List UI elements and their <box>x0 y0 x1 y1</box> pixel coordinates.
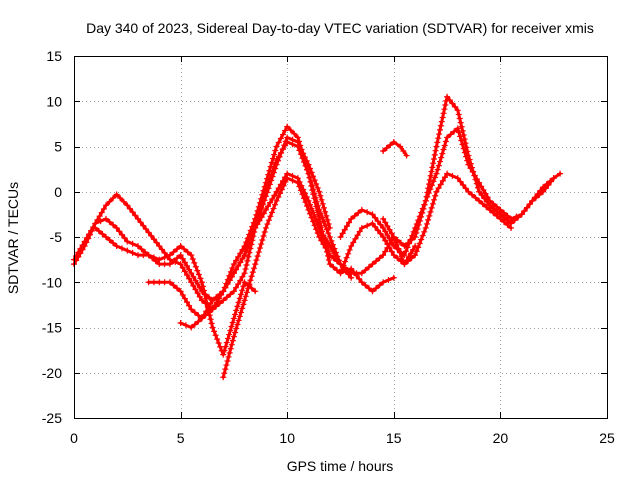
y-tick-label: 0 <box>54 184 62 200</box>
x-tick-label: 20 <box>493 430 509 446</box>
chart-title: Day 340 of 2023, Sidereal Day-to-day VTE… <box>86 20 594 36</box>
series-markers <box>380 138 410 159</box>
series-markers <box>145 170 333 322</box>
series-track-6 <box>220 175 355 381</box>
x-tick-label: 15 <box>386 430 402 446</box>
series-track-11 <box>380 138 410 159</box>
y-tick-label: -15 <box>42 320 62 336</box>
series-line <box>339 126 556 257</box>
series-markers <box>337 265 397 295</box>
series-markers <box>337 125 557 259</box>
y-tick-labels: 15 10 5 0 -5 -10 -15 -20 -25 <box>42 48 62 426</box>
x-tick-label: 5 <box>177 430 185 446</box>
y-tick-label: 5 <box>54 139 62 155</box>
series-markers <box>177 138 419 331</box>
series-markers <box>220 175 355 381</box>
series-track-8 <box>337 125 557 259</box>
series-track-4 <box>145 170 333 322</box>
y-tick-label: -20 <box>42 365 62 381</box>
series-track-5 <box>177 138 419 331</box>
series-markers <box>380 170 515 268</box>
series-line <box>339 267 396 293</box>
y-tick-label: 10 <box>46 93 62 109</box>
y-axis-label: SDTVAR / TECUs <box>5 182 21 294</box>
y-tick-label: -5 <box>50 229 63 245</box>
x-axis-label: GPS time / hours <box>287 458 394 474</box>
x-tick-label: 25 <box>599 430 615 446</box>
x-tick-labels: 0 5 10 15 20 25 <box>70 430 615 446</box>
y-tick-label: -25 <box>42 410 62 426</box>
y-tick-label: -10 <box>42 274 62 290</box>
data-series <box>71 93 564 381</box>
x-tick-label: 0 <box>70 430 78 446</box>
series-track-9 <box>337 265 397 295</box>
series-track-10 <box>380 170 515 268</box>
series-line <box>381 172 513 266</box>
y-tick-label: 15 <box>46 48 62 64</box>
plot-frame <box>74 56 608 419</box>
x-tick-label: 10 <box>279 430 295 446</box>
